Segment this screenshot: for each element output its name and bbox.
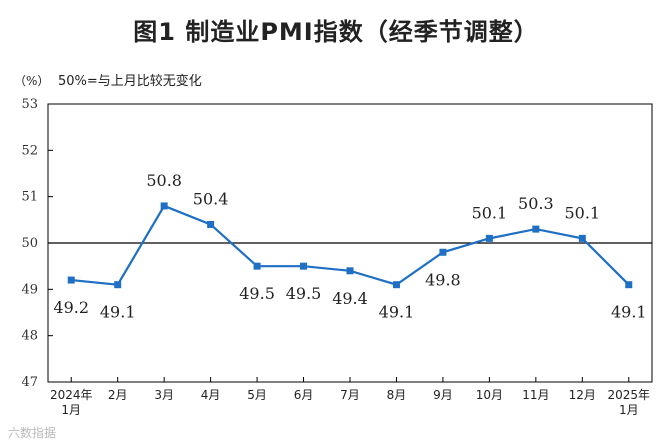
- chart-title: 图1 制造业PMI指数（经季节调整）: [133, 18, 539, 46]
- x-tick-label: 6月: [294, 388, 314, 402]
- x-tick-label: 2024年 1月: [50, 388, 93, 417]
- data-point-marker: [485, 234, 493, 242]
- watermark: 六数指据: [8, 426, 57, 440]
- x-tick-label: 10月: [476, 388, 503, 402]
- data-point-marker: [300, 262, 308, 270]
- x-tick-label: 5月: [247, 388, 267, 402]
- y-axis-unit-label: （%）: [14, 74, 50, 88]
- data-label: 49.2: [53, 298, 89, 317]
- data-point-marker: [439, 248, 447, 256]
- x-tick-label: 9月: [433, 388, 453, 402]
- x-tick-label: 2月: [108, 388, 128, 402]
- data-label: 49.5: [239, 284, 275, 303]
- data-point-marker: [578, 234, 586, 242]
- data-point-marker: [625, 281, 633, 289]
- data-label: 49.1: [611, 303, 647, 322]
- data-point-marker: [392, 281, 400, 289]
- data-point-marker: [207, 220, 215, 228]
- data-label: 50.1: [564, 203, 600, 222]
- y-tick-label: 48: [21, 329, 38, 344]
- y-tick-label: 50: [21, 236, 38, 251]
- x-tick-label: 12月: [569, 388, 596, 402]
- x-tick-label: 3月: [154, 388, 174, 402]
- y-tick-label: 52: [21, 143, 38, 158]
- x-tick-label: 2025年 1月: [607, 388, 650, 417]
- data-point-marker: [114, 281, 122, 289]
- data-point-marker: [346, 267, 354, 275]
- data-point-marker: [160, 202, 168, 210]
- data-label: 50.3: [518, 194, 554, 213]
- data-label: 50.1: [472, 203, 508, 222]
- x-tick-label: 11月: [522, 388, 549, 402]
- data-label: 49.4: [332, 289, 368, 308]
- data-label: 49.5: [286, 284, 322, 303]
- x-tick-label: 8月: [387, 388, 407, 402]
- data-label: 50.8: [146, 171, 182, 190]
- data-label: 49.1: [379, 303, 415, 322]
- data-label: 49.8: [425, 270, 461, 289]
- x-tick-label: 4月: [201, 388, 221, 402]
- chart-note: 50%=与上月比较无变化: [58, 74, 202, 89]
- data-point-marker: [67, 276, 75, 284]
- y-tick-label: 53: [21, 97, 38, 112]
- y-tick-label: 49: [21, 282, 38, 297]
- data-point-marker: [532, 225, 540, 233]
- data-label: 49.1: [100, 303, 136, 322]
- data-label: 50.4: [193, 189, 229, 208]
- y-tick-label: 47: [21, 375, 38, 390]
- data-point-marker: [253, 262, 261, 270]
- x-tick-label: 7月: [340, 388, 360, 402]
- y-tick-label: 51: [21, 190, 38, 205]
